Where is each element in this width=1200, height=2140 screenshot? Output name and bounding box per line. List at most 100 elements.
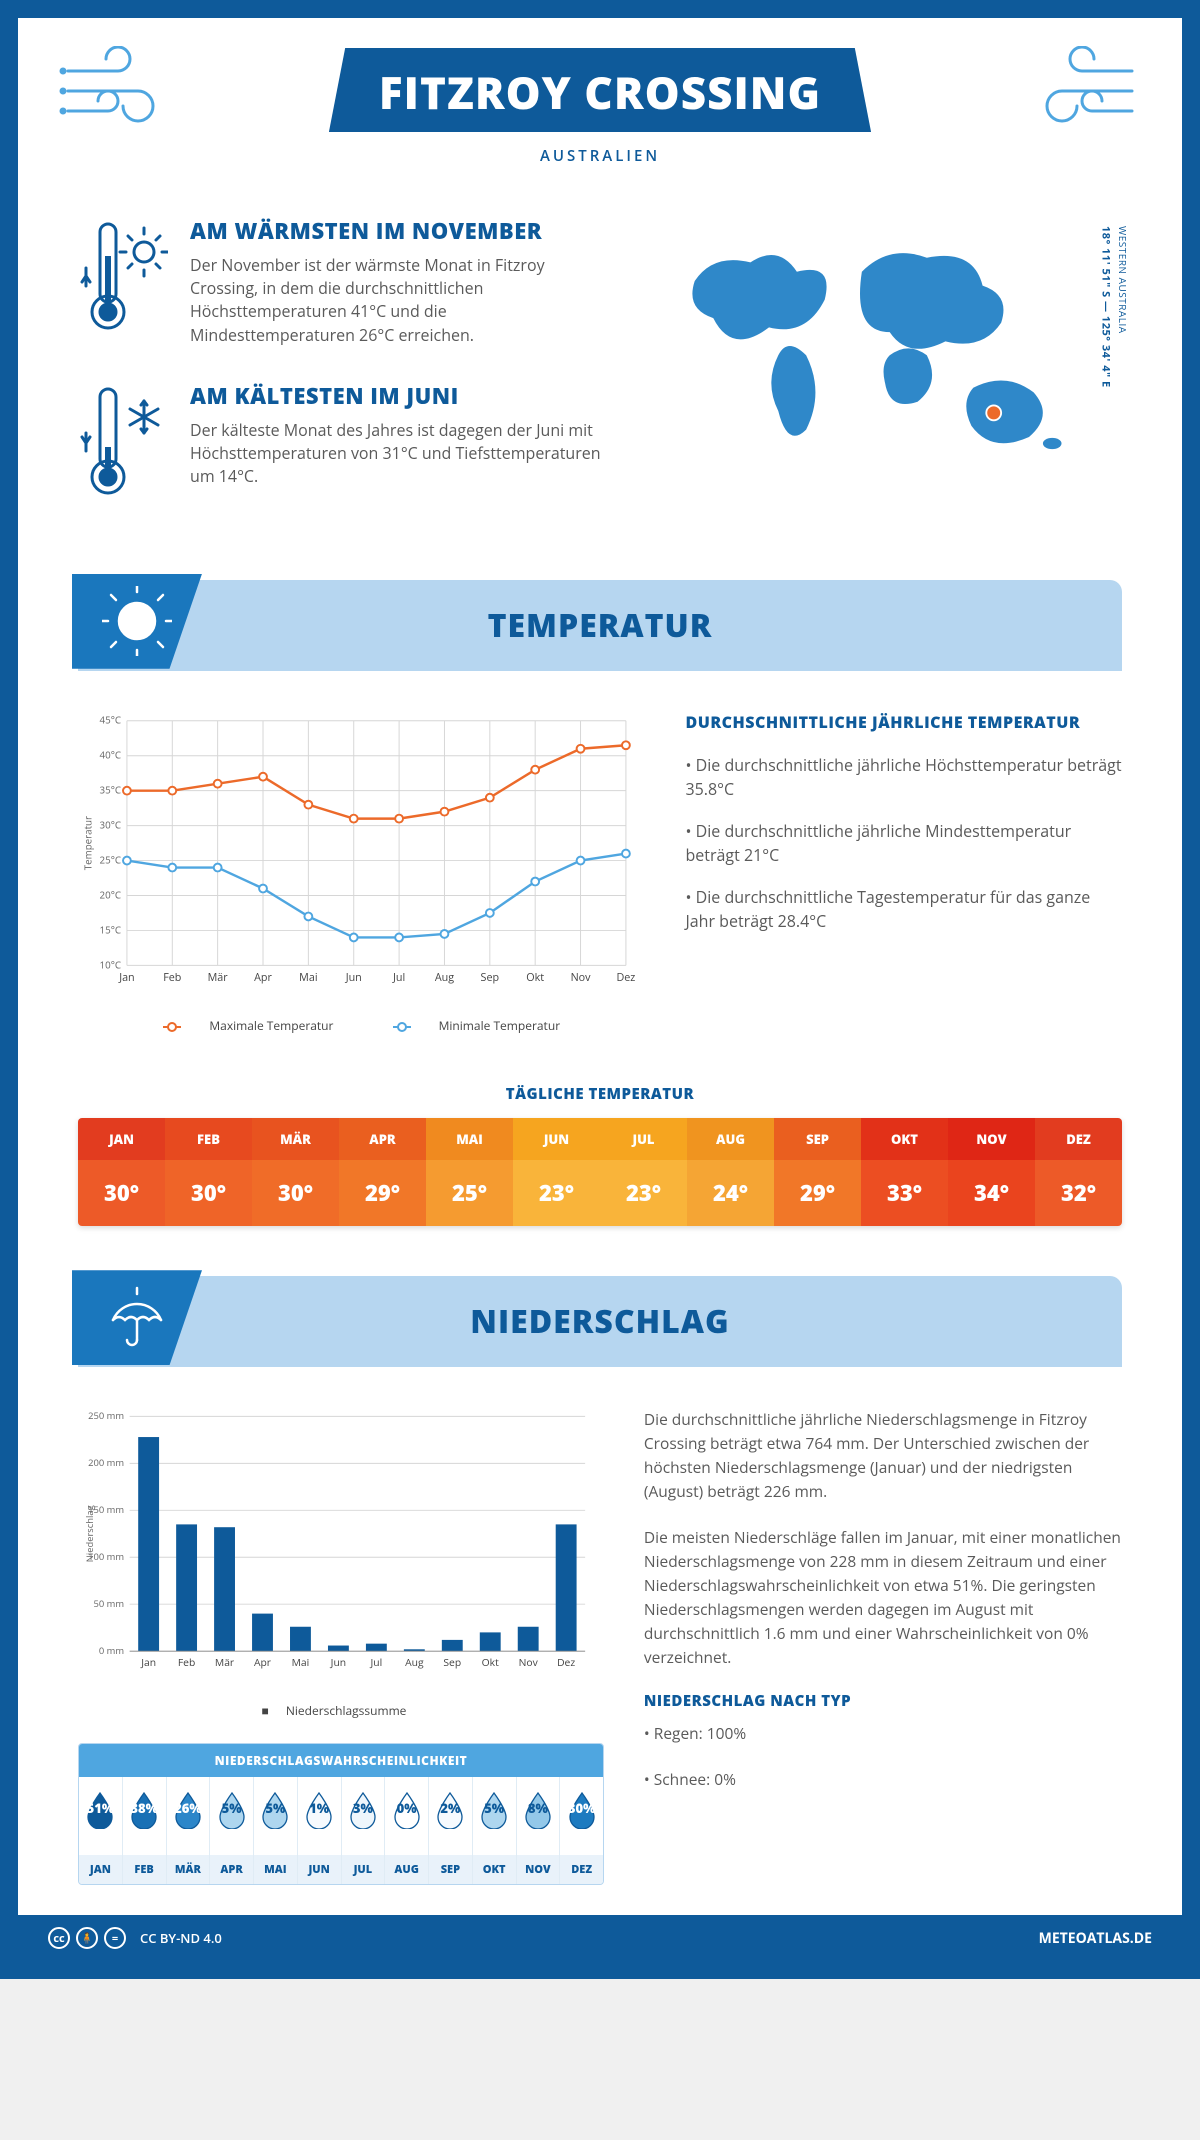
svg-text:10°C: 10°C [100, 958, 122, 971]
daily-col: FEB 30° [165, 1118, 252, 1226]
world-map: WESTERN AUSTRALIA 18° 11' 51" S — 125° 3… [639, 216, 1122, 540]
daily-col: AUG 24° [687, 1118, 774, 1226]
daily-col: APR 29° [339, 1118, 426, 1226]
umbrella-icon [72, 1270, 202, 1365]
prob-col: 26% MÄR [167, 1777, 211, 1884]
temperature-banner: TEMPERATUR [78, 580, 1122, 671]
svg-text:Okt: Okt [482, 1656, 499, 1670]
daily-col: JAN 30° [78, 1118, 165, 1226]
precip-paragraph: Die durchschnittliche jährliche Niedersc… [644, 1407, 1122, 1503]
prob-col: 51% JAN [79, 1777, 123, 1884]
temp-bullet: • Die durchschnittliche jährliche Höchst… [685, 753, 1122, 801]
svg-text:Mär: Mär [215, 1656, 235, 1670]
svg-text:20°C: 20°C [100, 888, 122, 901]
precip-info: Die durchschnittliche jährliche Niedersc… [644, 1407, 1122, 1885]
daily-col: OKT 33° [861, 1118, 948, 1226]
svg-text:35°C: 35°C [100, 783, 122, 796]
svg-text:Niederschlag: Niederschlag [83, 1506, 96, 1563]
cc-icon: cc [48, 1927, 70, 1949]
prob-col: 30% DEZ [560, 1777, 603, 1884]
temp-bullet: • Die durchschnittliche jährliche Mindes… [685, 819, 1122, 867]
daily-temp-title: TÄGLICHE TEMPERATUR [18, 1084, 1182, 1104]
daily-col: MAI 25° [426, 1118, 513, 1226]
temp-bullet: • Die durchschnittliche Tagestemperatur … [685, 885, 1122, 933]
svg-text:Okt: Okt [526, 970, 544, 985]
prob-col: 5% MAI [254, 1777, 298, 1884]
header: FITZROY CROSSING AUSTRALIEN [18, 18, 1182, 186]
precip-bar-chart: 0 mm50 mm100 mm150 mm200 mm250 mmNieders… [78, 1407, 604, 1719]
svg-text:Mär: Mär [208, 970, 229, 985]
warmest-title: AM WÄRMSTEN IM NOVEMBER [190, 216, 609, 246]
svg-text:Sep: Sep [481, 970, 500, 985]
daily-temp-table: JAN 30° FEB 30° MÄR 30° APR 29° MAI 25° … [78, 1118, 1122, 1226]
prob-title: NIEDERSCHLAGSWAHRSCHEINLICHKEIT [79, 1744, 603, 1777]
sun-icon [72, 574, 202, 669]
precip-type-heading: NIEDERSCHLAG NACH TYP [644, 1691, 1122, 1711]
svg-text:Apr: Apr [254, 970, 272, 985]
svg-text:Nov: Nov [571, 970, 592, 985]
svg-text:Aug: Aug [405, 1656, 424, 1670]
footer: cc 🧍 = CC BY-ND 4.0 METEOATLAS.DE [18, 1915, 1182, 1961]
prob-col: 3% JUL [342, 1777, 386, 1884]
svg-text:Jun: Jun [345, 970, 362, 985]
svg-text:Jan: Jan [140, 1656, 156, 1670]
svg-text:0 mm: 0 mm [99, 1644, 124, 1657]
chart-legend: Maximale Temperatur Minimale Temperatur [78, 1017, 645, 1034]
thermometer-hot-icon [78, 216, 168, 347]
svg-text:Temperatur: Temperatur [82, 816, 95, 870]
coldest-text: Der kälteste Monat des Jahres ist dagege… [190, 419, 609, 489]
temperature-info: DURCHSCHNITTLICHE JÄHRLICHE TEMPERATUR •… [685, 711, 1122, 1035]
svg-text:Nov: Nov [519, 1656, 539, 1670]
thermometer-cold-icon [78, 381, 168, 506]
svg-text:Jul: Jul [370, 1656, 383, 1670]
wind-icon-right [1022, 46, 1142, 136]
daily-col: SEP 29° [774, 1118, 861, 1226]
svg-text:30°C: 30°C [100, 818, 122, 831]
prob-col: 0% AUG [385, 1777, 429, 1884]
warmest-text: Der November ist der wärmste Monat in Fi… [190, 254, 609, 347]
temperature-heading: TEMPERATUR [78, 604, 1122, 647]
precip-legend: ■ Niederschlagssumme [78, 1702, 604, 1719]
temperature-line-chart: 10°C15°C20°C25°C30°C35°C40°C45°CJanFebMä… [78, 711, 645, 1035]
precip-paragraph: Die meisten Niederschläge fallen im Janu… [644, 1525, 1122, 1669]
svg-text:25°C: 25°C [100, 853, 122, 866]
precip-heading: NIEDERSCHLAG [78, 1300, 1122, 1343]
infographic-page: FITZROY CROSSING AUSTRALIEN [0, 0, 1200, 1979]
temp-info-heading: DURCHSCHNITTLICHE JÄHRLICHE TEMPERATUR [685, 711, 1122, 733]
svg-text:Jun: Jun [330, 1656, 346, 1670]
svg-text:Aug: Aug [435, 970, 454, 985]
precip-type-item: • Schnee: 0% [644, 1767, 1122, 1791]
prob-col: 5% APR [210, 1777, 254, 1884]
svg-text:Feb: Feb [178, 1656, 195, 1670]
svg-text:Dez: Dez [616, 970, 635, 985]
svg-text:15°C: 15°C [100, 923, 122, 936]
daily-col: JUL 23° [600, 1118, 687, 1226]
svg-text:Dez: Dez [557, 1656, 575, 1670]
daily-col: DEZ 32° [1035, 1118, 1122, 1226]
wind-icon-left [58, 46, 178, 136]
page-title: FITZROY CROSSING [329, 48, 871, 132]
page-subtitle: AUSTRALIEN [78, 146, 1122, 166]
svg-text:Jan: Jan [118, 970, 134, 985]
svg-text:Mai: Mai [292, 1656, 310, 1670]
coordinates: WESTERN AUSTRALIA 18° 11' 51" S — 125° 3… [1097, 226, 1132, 388]
svg-text:Mai: Mai [299, 970, 317, 985]
svg-text:Feb: Feb [163, 970, 181, 985]
prob-col: 1% JUN [298, 1777, 342, 1884]
coldest-title: AM KÄLTESTEN IM JUNI [190, 381, 609, 411]
license-block: cc 🧍 = CC BY-ND 4.0 [48, 1927, 222, 1949]
prob-col: 5% OKT [473, 1777, 517, 1884]
nd-icon: = [104, 1927, 126, 1949]
warmest-block: AM WÄRMSTEN IM NOVEMBER Der November ist… [78, 216, 609, 347]
svg-text:Sep: Sep [443, 1656, 461, 1670]
svg-text:40°C: 40°C [100, 748, 122, 761]
daily-col: JUN 23° [513, 1118, 600, 1226]
svg-text:250 mm: 250 mm [88, 1409, 124, 1422]
svg-text:Apr: Apr [254, 1656, 272, 1670]
intro-section: AM WÄRMSTEN IM NOVEMBER Der November ist… [18, 186, 1182, 580]
precip-banner: NIEDERSCHLAG [78, 1276, 1122, 1367]
prob-col: 8% NOV [517, 1777, 561, 1884]
precip-probability-table: NIEDERSCHLAGSWAHRSCHEINLICHKEIT 51% JAN … [78, 1743, 604, 1885]
prob-col: 2% SEP [429, 1777, 473, 1884]
daily-col: NOV 34° [948, 1118, 1035, 1226]
